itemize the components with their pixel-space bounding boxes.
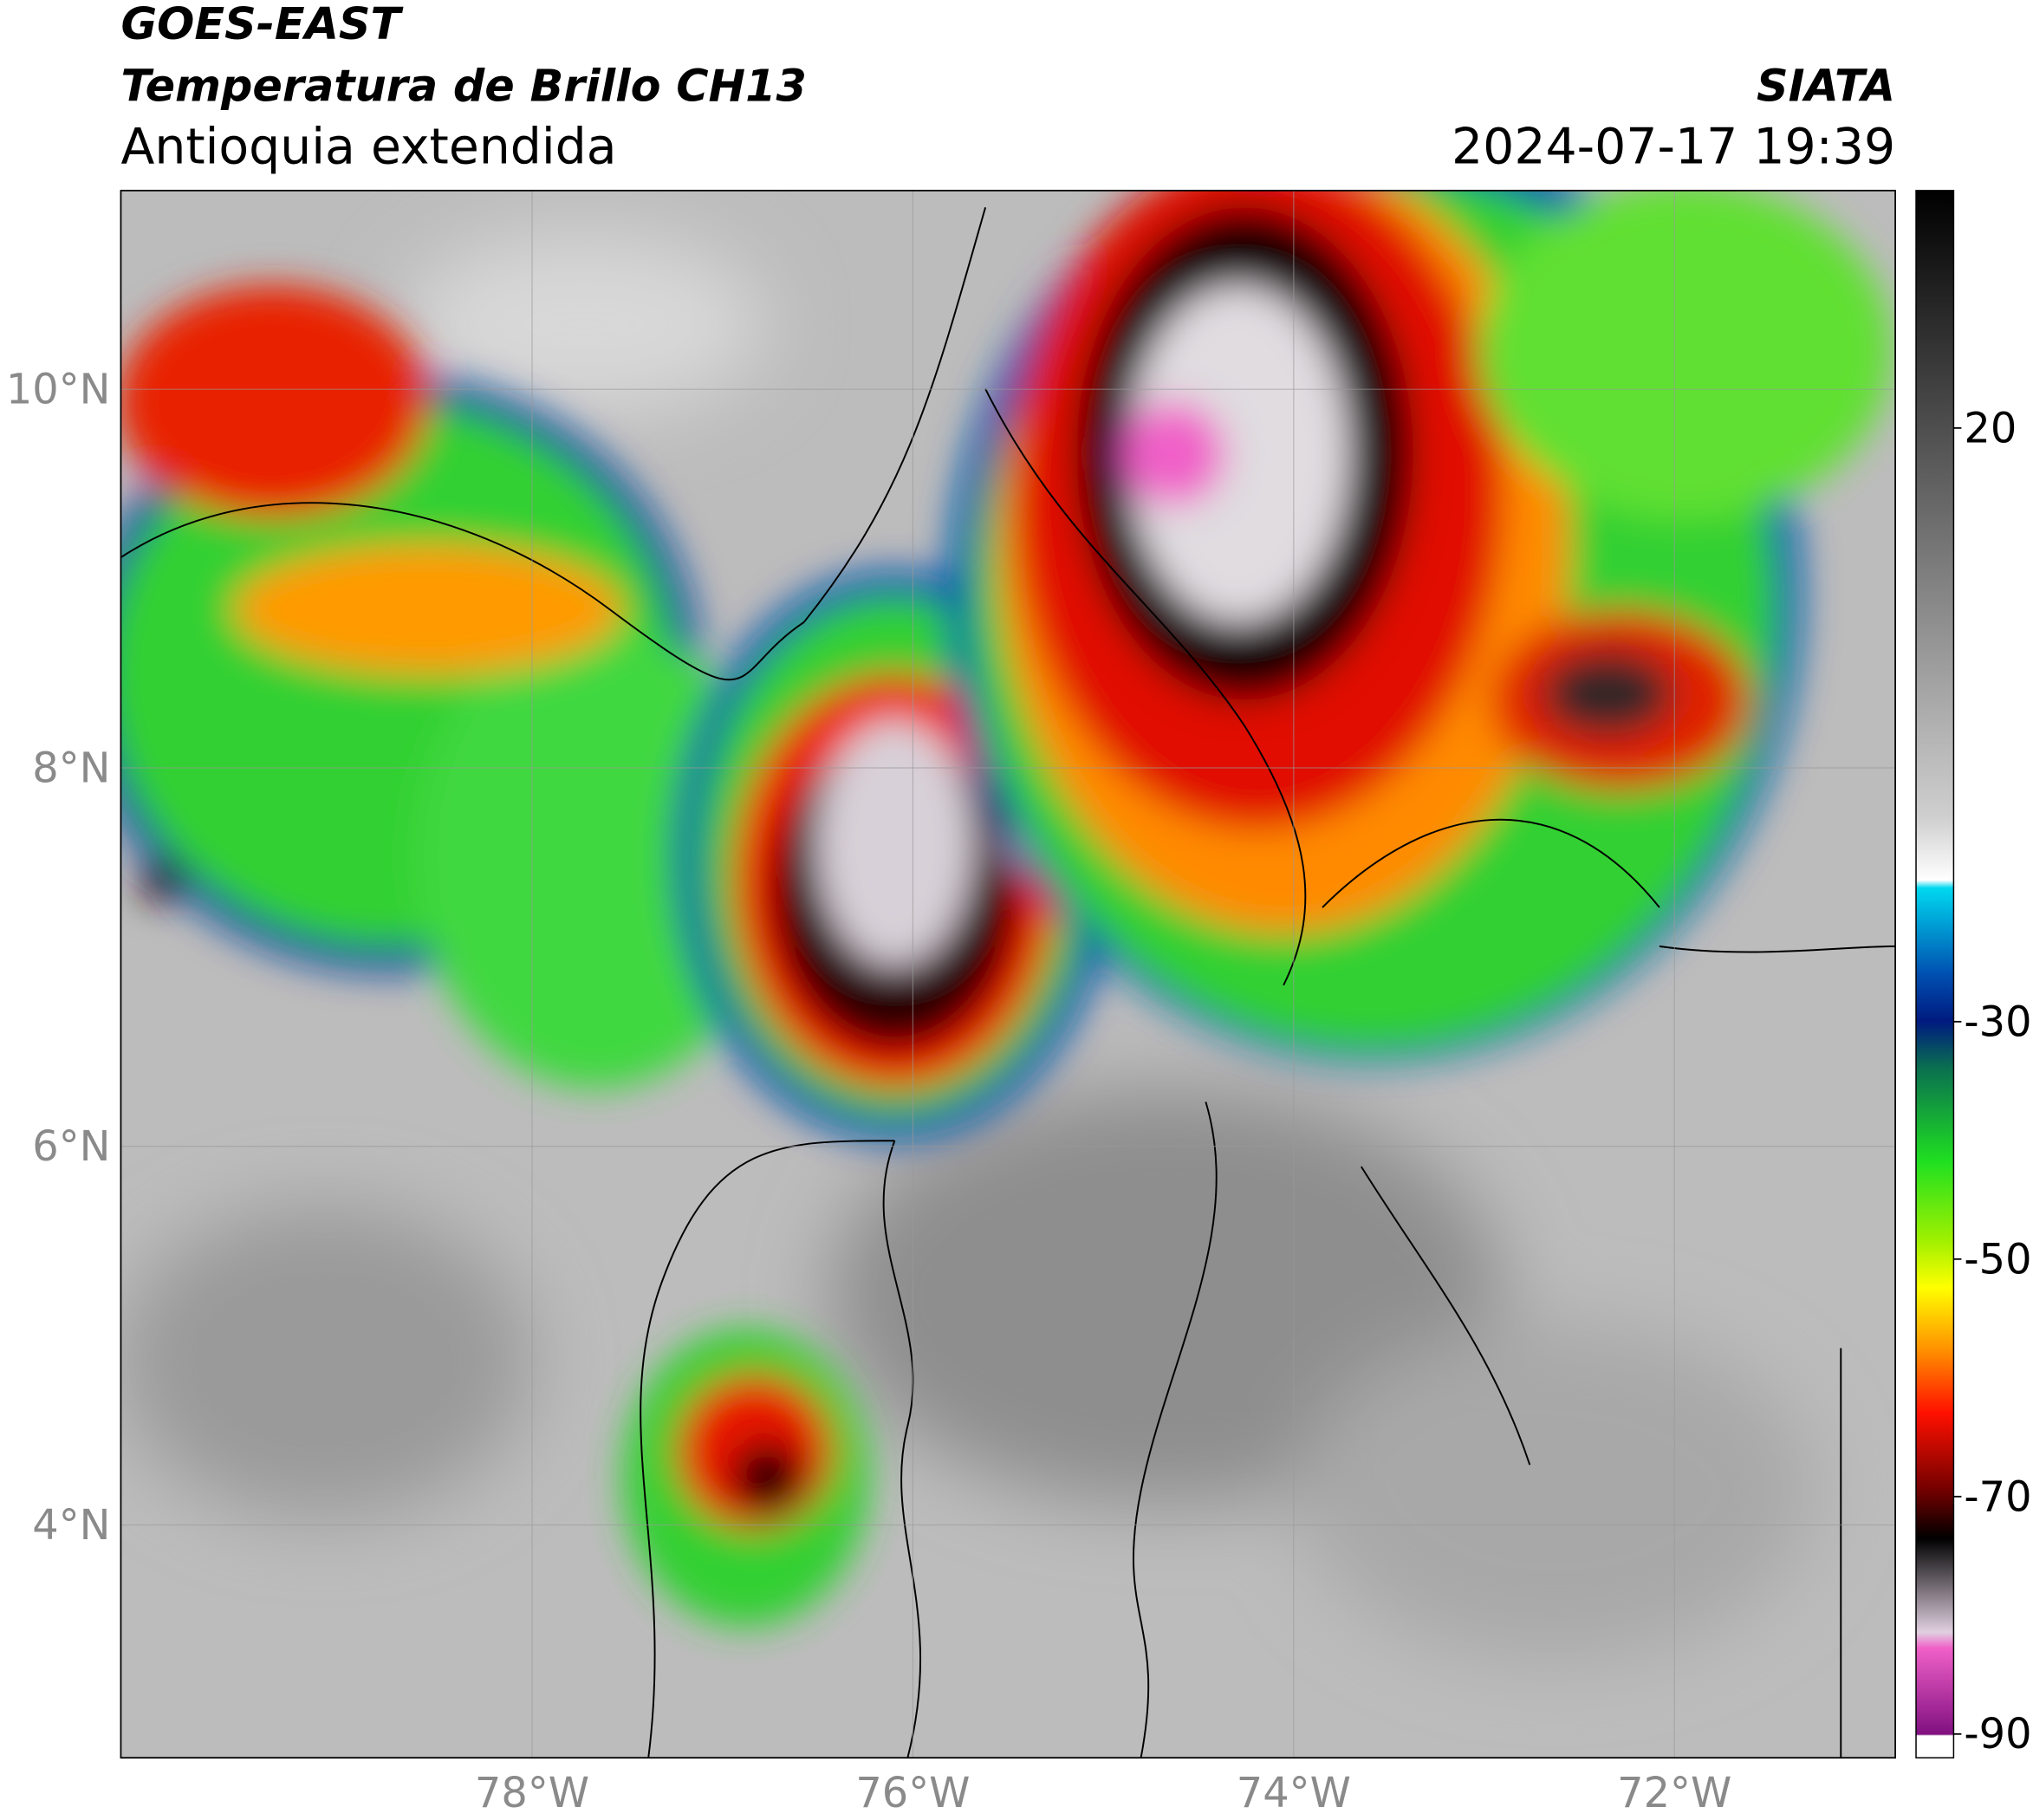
datetime: 2024-07-17 19:39 [1452, 118, 1895, 175]
grid [120, 190, 1896, 1758]
x-tick-label: 76°W [855, 1770, 970, 1817]
colorbar-tick-label: 20 [1964, 405, 2017, 452]
organization: SIATA [1757, 61, 1895, 112]
title-region: Antioquia extendida [120, 118, 616, 175]
colorbar [1915, 190, 1955, 1758]
y-tick-label: 10°N [6, 367, 111, 414]
title-product: Temperatura de Brillo CH13 [120, 61, 806, 112]
y-tick-label: 8°N [32, 744, 110, 792]
map-frame [120, 189, 1896, 1759]
x-tick-label: 74°W [1237, 1770, 1351, 1817]
y-tick-label: 4°N [32, 1502, 110, 1550]
colorbar-tick-label: -70 [1964, 1473, 2031, 1521]
satellite-image [120, 190, 1896, 1758]
title-source: GOES-EAST [120, 0, 404, 49]
x-tick-label: 72°W [1617, 1770, 1731, 1817]
colorbar-tick-label: -50 [1964, 1236, 2031, 1284]
y-tick-label: 6°N [32, 1123, 110, 1171]
colorbar-tick-label: -30 [1964, 998, 2031, 1046]
colorbar-tick-label: -90 [1964, 1711, 2031, 1758]
x-tick-label: 78°W [475, 1770, 589, 1817]
